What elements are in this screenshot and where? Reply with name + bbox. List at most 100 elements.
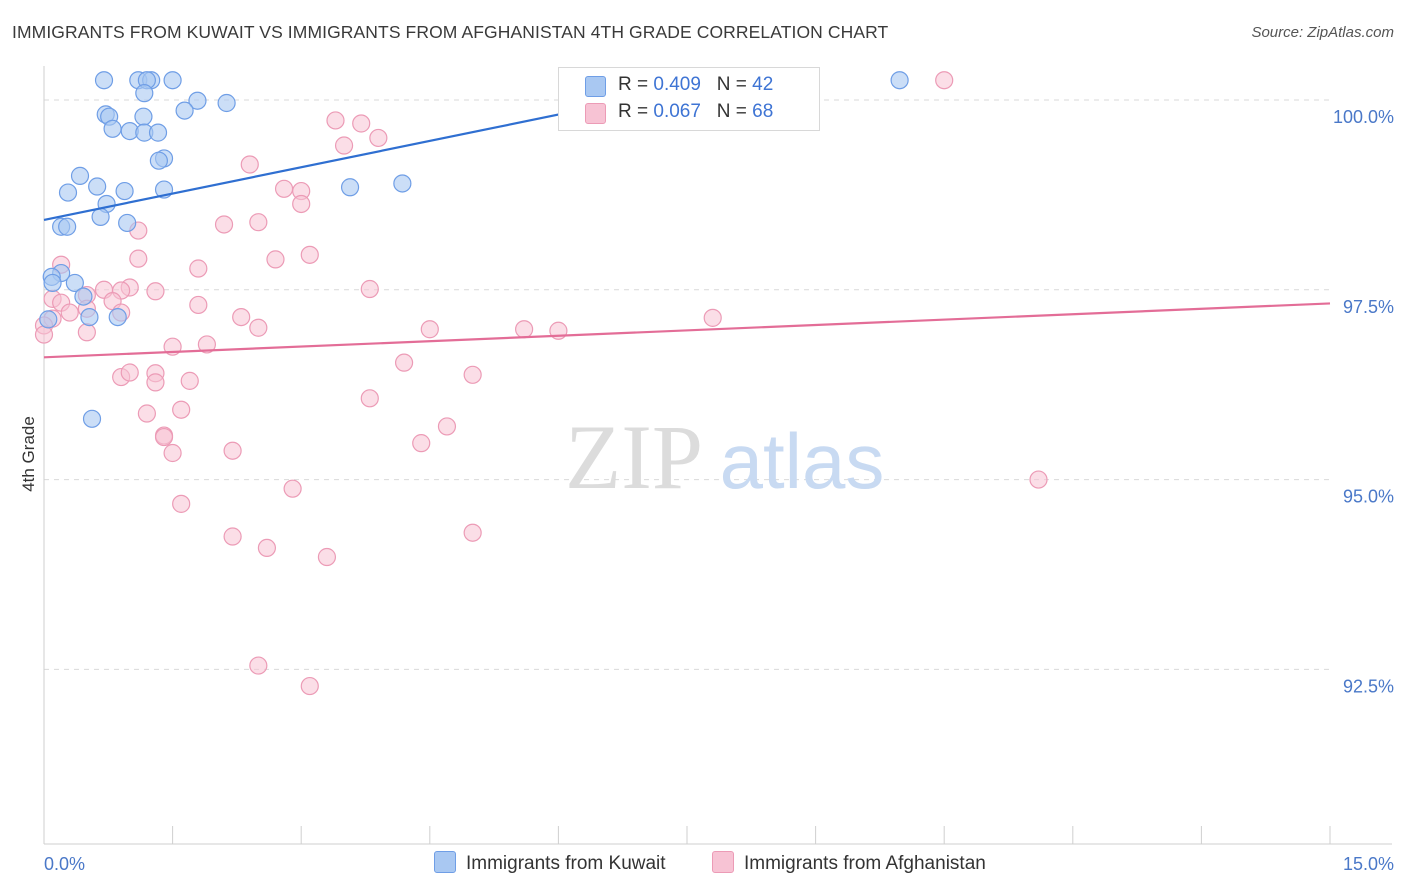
bottom-legend-afghanistan: Immigrants from Afghanistan bbox=[712, 851, 986, 875]
afghanistan-swatch bbox=[585, 103, 606, 124]
afghanistan-point bbox=[334, 136, 354, 155]
kuwait-point bbox=[188, 91, 207, 110]
x-tick-label-max: 15.0% bbox=[1343, 854, 1394, 874]
afghanistan-point bbox=[197, 335, 216, 354]
afghanistan-n-value: 68 bbox=[752, 101, 774, 122]
kuwait-point bbox=[134, 107, 153, 126]
afghanistan-point bbox=[292, 194, 311, 214]
afghanistan-point bbox=[360, 279, 379, 299]
y-axis-label: 4th Grade bbox=[19, 416, 38, 492]
afghanistan-point bbox=[249, 213, 268, 232]
afghanistan-point bbox=[232, 307, 251, 327]
bottom-kuwait-swatch bbox=[434, 851, 456, 873]
kuwait-point bbox=[175, 101, 194, 120]
afghanistan-point bbox=[214, 215, 234, 234]
afghanistan-trend-line bbox=[43, 302, 1331, 359]
kuwait-point bbox=[39, 310, 58, 329]
kuwait-points bbox=[39, 70, 909, 428]
afghanistan-point bbox=[352, 114, 371, 133]
afghanistan-point bbox=[249, 656, 268, 675]
afghanistan-point bbox=[257, 538, 277, 558]
watermark-zip: ZIP bbox=[565, 406, 703, 508]
y-tick-label: 100.0% bbox=[1333, 107, 1394, 127]
bottom-afghanistan-label: Immigrants from Afghanistan bbox=[744, 853, 986, 874]
kuwait-point bbox=[94, 71, 114, 90]
afghanistan-point bbox=[1029, 470, 1048, 489]
kuwait-point bbox=[58, 183, 78, 202]
afghanistan-point bbox=[129, 249, 148, 268]
afghanistan-point bbox=[437, 417, 457, 436]
kuwait-point bbox=[148, 123, 168, 142]
kuwait-swatch bbox=[585, 76, 606, 97]
afghanistan-point bbox=[240, 155, 259, 174]
kuwait-point bbox=[135, 84, 154, 103]
kuwait-point bbox=[70, 166, 90, 185]
stats-legend: R = 0.409 N = 42 R = 0.067 N = 68 bbox=[558, 67, 820, 131]
y-tick-label: 95.0% bbox=[1343, 487, 1394, 507]
afghanistan-point bbox=[137, 404, 156, 423]
kuwait-point bbox=[149, 151, 168, 170]
afghanistan-point bbox=[172, 400, 191, 419]
bottom-kuwait-label: Immigrants from Kuwait bbox=[466, 853, 666, 874]
afghanistan-point bbox=[154, 427, 174, 447]
axes bbox=[43, 66, 1392, 845]
kuwait-point bbox=[65, 273, 84, 293]
afghanistan-point bbox=[935, 71, 954, 90]
afghanistan-point bbox=[146, 282, 165, 301]
kuwait-point bbox=[43, 273, 62, 293]
afghanistan-point bbox=[394, 353, 414, 372]
kuwait-point bbox=[890, 71, 909, 90]
afghanistan-point bbox=[463, 523, 482, 542]
watermark-atlas: atlas bbox=[720, 417, 885, 505]
afghanistan-point bbox=[172, 494, 191, 513]
afghanistan-point bbox=[369, 128, 388, 148]
afghanistan-point bbox=[360, 389, 379, 408]
afghanistan-point bbox=[223, 527, 242, 546]
afghanistan-point bbox=[266, 250, 285, 269]
kuwait-point bbox=[163, 71, 182, 90]
afghanistan-point bbox=[189, 259, 208, 278]
afghanistan-point bbox=[163, 443, 182, 463]
kuwait-point bbox=[393, 174, 412, 193]
kuwait-r-value: 0.409 bbox=[653, 74, 701, 95]
afghanistan-n-label: N = bbox=[716, 101, 753, 122]
afghanistan-point bbox=[60, 303, 79, 322]
kuwait-point bbox=[340, 178, 360, 197]
source-label: Source: ZipAtlas.com bbox=[1251, 24, 1394, 41]
kuwait-n-label: N = bbox=[716, 74, 753, 95]
y-tick-label: 92.5% bbox=[1343, 676, 1394, 696]
afghanistan-point bbox=[120, 363, 139, 382]
bottom-legend-kuwait: Immigrants from Kuwait bbox=[434, 851, 666, 875]
kuwait-r-label: R = bbox=[618, 74, 654, 95]
afghanistan-point bbox=[326, 111, 345, 130]
afghanistan-point bbox=[274, 179, 294, 198]
kuwait-point bbox=[80, 307, 99, 327]
kuwait-point bbox=[74, 287, 93, 306]
afghanistan-r-label: R = bbox=[618, 101, 654, 122]
afghanistan-point bbox=[180, 371, 199, 390]
y-tick-labels: 100.0% 97.5% 95.0% 92.5% bbox=[1333, 107, 1394, 696]
afghanistan-point bbox=[77, 323, 96, 342]
afghanistan-point bbox=[515, 320, 534, 339]
afghanistan-point bbox=[300, 245, 319, 264]
kuwait-point bbox=[88, 177, 107, 196]
afghanistan-points bbox=[34, 71, 1048, 696]
afghanistan-point bbox=[300, 676, 319, 696]
kuwait-point bbox=[115, 181, 134, 201]
kuwait-point bbox=[103, 119, 122, 138]
chart-title: IMMIGRANTS FROM KUWAIT VS IMMIGRANTS FRO… bbox=[12, 22, 889, 42]
afghanistan-point bbox=[463, 365, 482, 384]
afghanistan-point bbox=[317, 547, 337, 567]
kuwait-point bbox=[118, 213, 137, 233]
kuwait-point bbox=[91, 207, 110, 226]
afghanistan-point bbox=[703, 308, 722, 327]
afghanistan-point bbox=[249, 318, 268, 337]
afghanistan-point bbox=[412, 434, 431, 453]
y-tick-label: 97.5% bbox=[1343, 297, 1394, 317]
kuwait-point bbox=[82, 409, 102, 428]
afghanistan-point bbox=[283, 479, 302, 498]
afghanistan-r-value: 0.067 bbox=[653, 101, 701, 122]
gridlines bbox=[44, 99, 1330, 670]
x-tick-label-min: 0.0% bbox=[44, 854, 85, 874]
